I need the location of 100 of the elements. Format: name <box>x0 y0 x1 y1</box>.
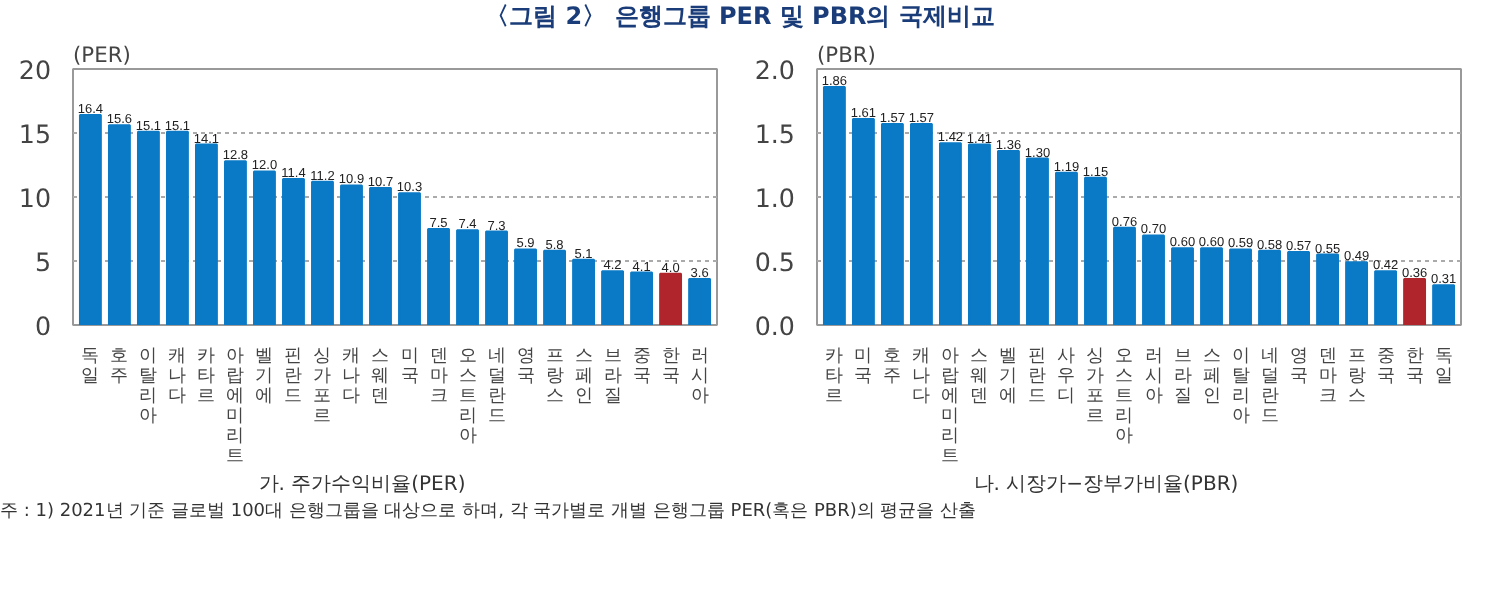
bar <box>939 142 962 325</box>
bar <box>427 228 450 325</box>
x-tick-label: 사우디 <box>1057 347 1076 407</box>
x-tick-label: 미국 <box>400 347 419 387</box>
bar <box>543 249 566 325</box>
x-tick-label: 오스트리아 <box>1115 347 1134 447</box>
x-tick-label: 캐나다 <box>168 347 187 407</box>
chart-title: 〈그림 2〉 은행그룹 PER 및 PBR의 국제비교 <box>485 0 995 34</box>
bar <box>1403 277 1427 325</box>
x-tick-label: 스웨덴 <box>371 347 390 407</box>
x-tick-label: 핀란드 <box>1028 347 1047 407</box>
text: 주 : 1) 2021년 기준 글로벌 100대 은행그룹을 대상으로 하며, 각 국가별로 개별 은행그룹 PER(혹은 PBR)의 평균을 산출 <box>0 500 977 526</box>
x-tick-label: 싱가포르 <box>313 347 332 427</box>
x-tick-label: 덴마크 <box>429 347 448 407</box>
x-tick-label: 아랍에미리트 <box>941 347 960 467</box>
bar <box>195 143 218 325</box>
x-tick-label: 중국 <box>1376 347 1395 387</box>
bar <box>1287 251 1310 325</box>
bar <box>165 130 189 325</box>
x-axis-title: 가. 주가수익비율(PER) <box>258 472 466 500</box>
x-tick-label: 싱가포르 <box>1086 347 1105 427</box>
x-tick-label: 한국 <box>661 347 680 387</box>
bar <box>822 85 846 325</box>
bar <box>1258 249 1281 325</box>
bar <box>514 248 537 325</box>
bar <box>1055 171 1078 325</box>
x-tick-label: 핀란드 <box>284 347 303 407</box>
bar <box>253 170 276 325</box>
x-tick-label: 덴마크 <box>1318 347 1337 407</box>
x-tick-label: 이탈리아 <box>139 347 158 427</box>
bar <box>1084 176 1107 325</box>
bar <box>909 123 933 325</box>
x-tick-label: 캐나다 <box>342 347 361 407</box>
bar <box>1171 247 1194 325</box>
x-tick-label: 영국 <box>1289 347 1308 387</box>
x-tick-label: 브라질 <box>603 347 622 407</box>
bar <box>968 143 991 325</box>
x-tick-label: 호주 <box>110 347 129 387</box>
bar <box>456 229 479 325</box>
bar <box>659 272 683 325</box>
y-tick-label: 20 <box>18 55 52 85</box>
x-tick-label: 영국 <box>516 347 535 387</box>
x-tick-label: 스페인 <box>574 347 593 407</box>
bar <box>997 149 1020 325</box>
bar <box>688 277 712 325</box>
bar <box>78 114 102 325</box>
bar <box>1026 157 1049 325</box>
bar <box>1113 226 1136 325</box>
x-tick-label: 아랍에미리트 <box>226 347 245 467</box>
bar <box>1374 270 1398 325</box>
bar <box>282 178 305 325</box>
bar <box>1200 247 1223 325</box>
bar <box>601 270 625 325</box>
x-axis-title: 나. 시장가−장부가비율(PBR) <box>973 472 1239 500</box>
bar <box>107 124 131 325</box>
y-tick-label: 10 <box>18 183 52 213</box>
y-tick-label: 0 <box>34 311 52 341</box>
x-tick-label: 벨기에 <box>255 347 274 407</box>
x-tick-label: 이탈리아 <box>1231 347 1250 427</box>
y-tick-label: 15 <box>18 119 52 149</box>
x-tick-label: 호주 <box>883 347 902 387</box>
y-tick-label: 2.0 <box>754 55 796 85</box>
x-tick-label: 중국 <box>632 347 651 387</box>
y-tick-label: 1.0 <box>754 183 796 213</box>
x-tick-label: 스페인 <box>1202 347 1221 407</box>
x-tick-label: 오스트리아 <box>458 347 477 447</box>
bar <box>485 230 508 325</box>
x-tick-label: 러시아 <box>690 347 709 407</box>
bar <box>136 130 160 325</box>
bar <box>340 184 363 325</box>
y-axis-title: (PBR) <box>817 42 876 68</box>
bar <box>880 123 904 325</box>
x-tick-label: 미국 <box>854 347 873 387</box>
x-tick-label: 네덜란드 <box>1260 347 1279 427</box>
x-tick-label: 네덜란드 <box>487 347 506 427</box>
y-tick-label: 0.5 <box>754 247 796 277</box>
x-tick-label: 캐나다 <box>912 347 931 407</box>
x-tick-label: 카타르 <box>825 347 844 407</box>
bar <box>1229 248 1252 325</box>
x-tick-label: 브라질 <box>1173 347 1192 407</box>
x-tick-label: 카타르 <box>197 347 216 407</box>
bar <box>311 180 334 325</box>
x-tick-label: 러시아 <box>1144 347 1163 407</box>
bar <box>572 258 595 325</box>
bar <box>1345 261 1369 325</box>
y-tick-label: 1.5 <box>754 119 796 149</box>
x-tick-label: 독일 <box>1434 347 1453 387</box>
bar <box>224 160 247 325</box>
bar <box>1316 253 1339 325</box>
bar <box>369 187 392 325</box>
x-tick-label: 스웨덴 <box>970 347 989 407</box>
y-axis-title: (PER) <box>73 42 131 68</box>
bar <box>1142 234 1165 325</box>
x-tick-label: 벨기에 <box>999 347 1018 407</box>
bar <box>851 117 875 325</box>
bar <box>1432 284 1456 325</box>
y-tick-label: 0.0 <box>754 311 796 341</box>
x-tick-label: 프랑스 <box>1347 347 1366 407</box>
x-tick-label: 독일 <box>81 347 100 387</box>
bar <box>630 271 654 325</box>
